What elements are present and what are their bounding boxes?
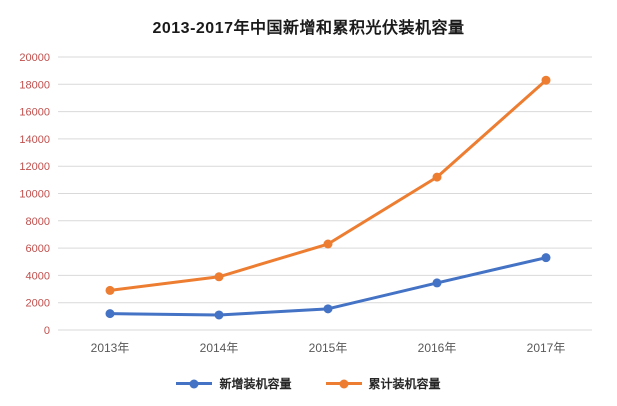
data-point-marker xyxy=(214,272,224,282)
legend-dot-icon xyxy=(339,379,348,388)
x-axis-tick-label: 2014年 xyxy=(200,341,239,355)
data-point-marker xyxy=(432,172,442,182)
legend-dot-icon xyxy=(189,379,199,388)
y-axis-tick-label: 2000 xyxy=(26,298,50,310)
data-point-marker xyxy=(432,278,442,288)
legend-item[interactable]: 累计装机容量 xyxy=(325,375,441,392)
data-point-marker xyxy=(105,309,115,319)
x-axis-tick-label: 2016年 xyxy=(418,341,457,355)
y-axis-tick-label: 12000 xyxy=(19,161,50,173)
legend-label: 累计装机容量 xyxy=(368,377,441,391)
y-axis-tick-label: 0 xyxy=(44,325,50,337)
chart-legend: 新增装机容量 累计装机容量 xyxy=(0,375,617,392)
y-axis-tick-label: 10000 xyxy=(19,189,50,201)
data-point-marker xyxy=(541,253,551,263)
legend-label: 新增装机容量 xyxy=(219,377,292,391)
x-axis-tick-label: 2015年 xyxy=(309,341,348,355)
y-axis-tick-label: 8000 xyxy=(26,216,50,228)
x-axis-tick-label: 2017年 xyxy=(527,341,566,355)
data-point-marker xyxy=(323,304,333,314)
y-axis-tick-label: 4000 xyxy=(26,270,50,282)
chart-title: 2013-2017年中国新增和累积光伏装机容量 xyxy=(152,20,465,37)
x-axis-tick-label: 2013年 xyxy=(91,341,130,355)
y-axis-tick-label: 16000 xyxy=(19,107,50,119)
legend-marker-icon xyxy=(176,379,213,388)
legend-item[interactable]: 新增装机容量 xyxy=(176,375,292,392)
y-axis-tick-label: 20000 xyxy=(19,52,50,64)
data-point-marker xyxy=(323,239,333,249)
y-axis-tick-label: 18000 xyxy=(19,79,50,91)
data-point-marker xyxy=(541,75,551,85)
y-axis-tick-label: 14000 xyxy=(19,134,50,146)
data-point-marker xyxy=(214,310,224,320)
legend-marker-icon xyxy=(325,379,362,388)
data-point-marker xyxy=(105,285,115,295)
y-axis-tick-label: 6000 xyxy=(26,243,50,255)
